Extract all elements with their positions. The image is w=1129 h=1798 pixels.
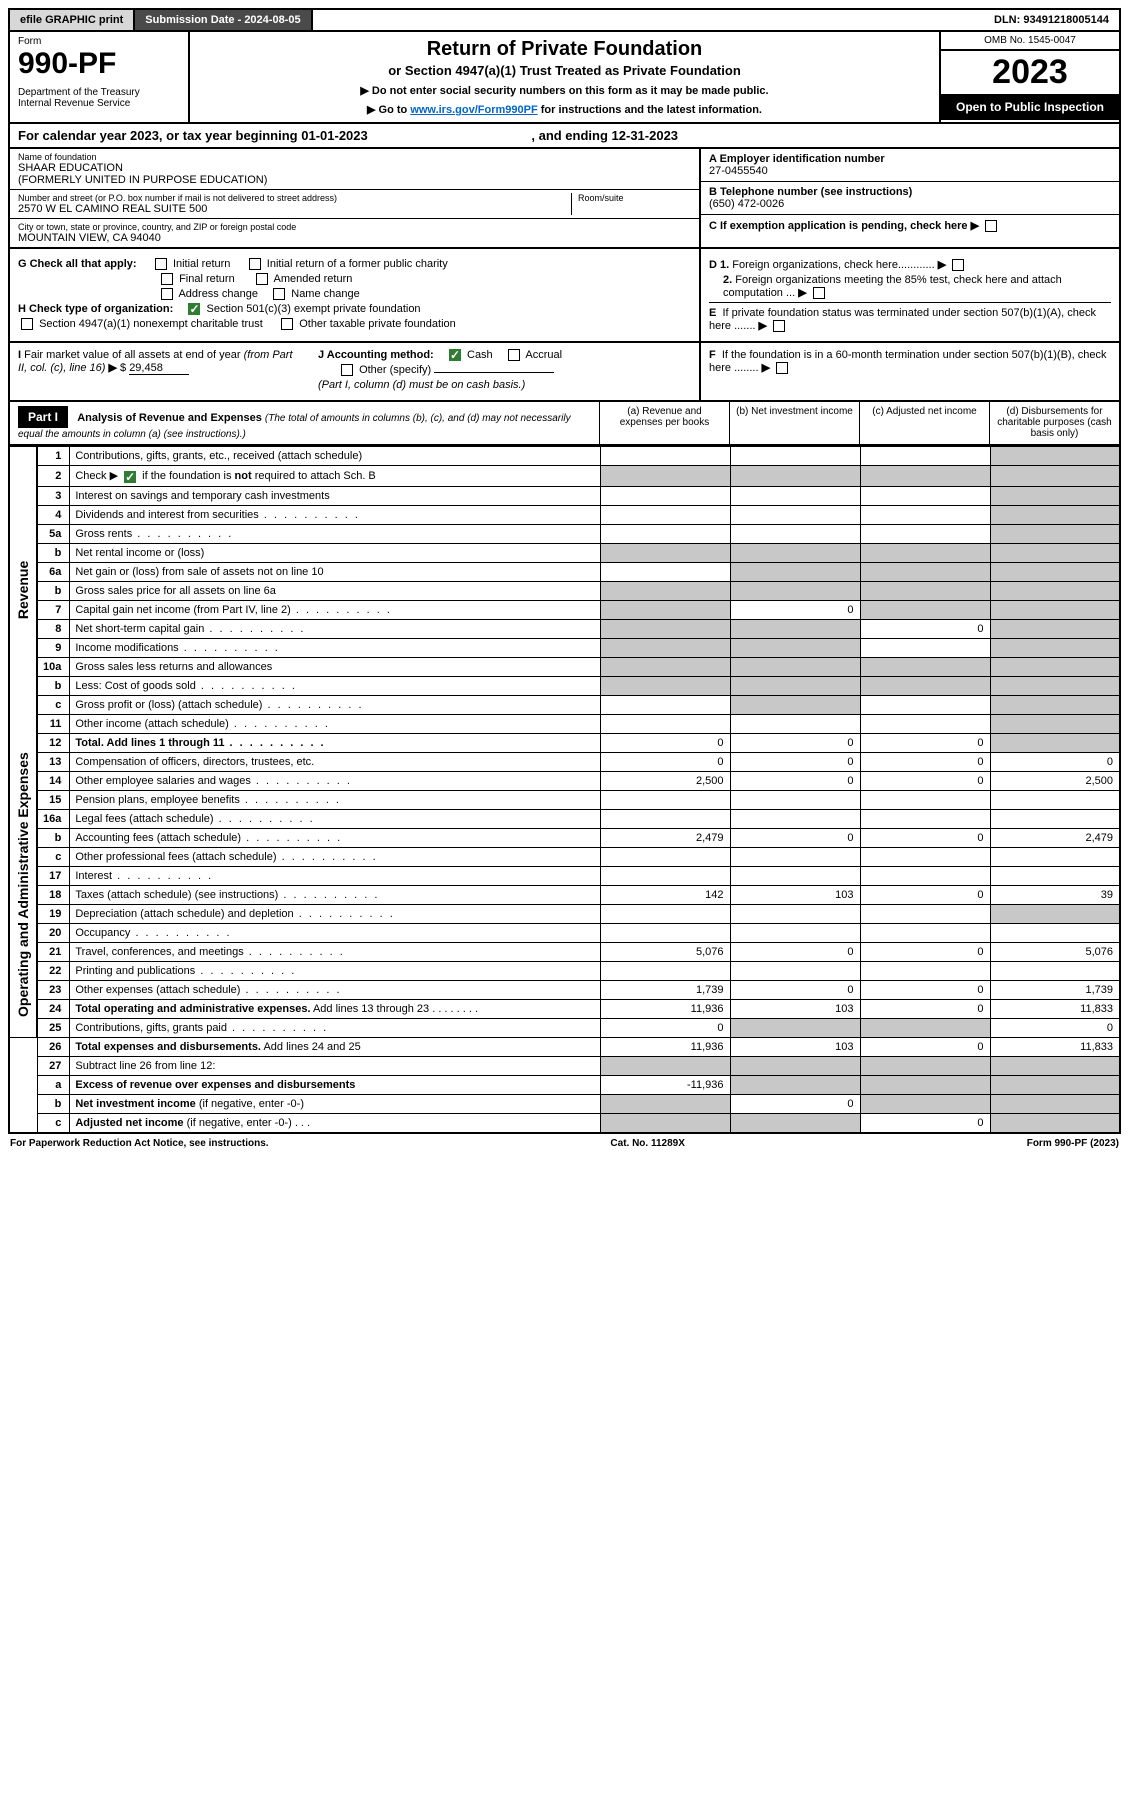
identification-block: Name of foundation SHAAR EDUCATION (FORM… [8, 149, 1121, 249]
part1-header-row: Part I Analysis of Revenue and Expenses … [8, 402, 1121, 446]
other-method-checkbox[interactable] [341, 364, 353, 376]
g-label: G Check all that apply: [18, 258, 137, 270]
addr-label: Number and street (or P.O. box number if… [18, 193, 571, 203]
part1-badge: Part I [18, 406, 68, 428]
footer-center: Cat. No. 11289X [610, 1138, 684, 1149]
j-label: J Accounting method: [318, 349, 434, 361]
501c3-checkbox[interactable] [188, 303, 200, 315]
ein-label: A Employer identification number [709, 153, 1111, 165]
dept-treasury: Department of the TreasuryInternal Reven… [18, 87, 180, 109]
tax-year: 2023 [941, 51, 1119, 94]
street-address: 2570 W EL CAMINO REAL SUITE 500 [18, 203, 571, 215]
fmv-value: 29,458 [129, 362, 189, 375]
e-checkbox[interactable] [773, 320, 785, 332]
revenue-sidelabel: Revenue [9, 447, 37, 733]
other-taxable-checkbox[interactable] [281, 318, 293, 330]
footer-left: For Paperwork Reduction Act Notice, see … [10, 1138, 269, 1149]
4947a1-checkbox[interactable] [21, 318, 33, 330]
phone-value: (650) 472-0026 [709, 198, 1111, 210]
foundation-name-former: (FORMERLY UNITED IN PURPOSE EDUCATION) [18, 174, 691, 186]
cash-checkbox[interactable] [449, 349, 461, 361]
exemption-pending-checkbox[interactable] [985, 220, 997, 232]
city-label: City or town, state or province, country… [18, 222, 691, 232]
dln: DLN: 93491218005144 [984, 10, 1119, 30]
form-number: 990-PF [18, 47, 180, 81]
title-sub: or Section 4947(a)(1) Trust Treated as P… [200, 63, 929, 78]
open-to-public: Open to Public Inspection [941, 94, 1119, 120]
initial-return-checkbox[interactable] [155, 258, 167, 270]
foundation-name: SHAAR EDUCATION [18, 162, 691, 174]
f-checkbox[interactable] [776, 362, 788, 374]
irs-link[interactable]: www.irs.gov/Form990PF [410, 104, 537, 116]
header-center: Return of Private Foundation or Section … [190, 32, 939, 122]
d2-checkbox[interactable] [813, 287, 825, 299]
schb-checkbox[interactable] [124, 471, 136, 483]
j-note: (Part I, column (d) must be on cash basi… [318, 379, 691, 391]
city-state-zip: MOUNTAIN VIEW, CA 94040 [18, 232, 691, 244]
part1-title: Analysis of Revenue and Expenses [77, 412, 262, 424]
part1-table: Revenue 1Contributions, gifts, grants, e… [8, 446, 1121, 1133]
instr-2: ▶ Go to www.irs.gov/Form990PF for instru… [200, 103, 929, 116]
header-right: OMB No. 1545-0047 2023 Open to Public In… [939, 32, 1119, 122]
col-b-header: (b) Net investment income [729, 402, 859, 444]
instr-1: ▶ Do not enter social security numbers o… [200, 84, 929, 97]
efile-label[interactable]: efile GRAPHIC print [10, 10, 135, 30]
form-header: Form 990-PF Department of the TreasuryIn… [8, 32, 1121, 124]
calendar-year-row: For calendar year 2023, or tax year begi… [8, 124, 1121, 149]
final-return-checkbox[interactable] [161, 273, 173, 285]
ein-value: 27-0455540 [709, 165, 1111, 177]
page-footer: For Paperwork Reduction Act Notice, see … [8, 1134, 1121, 1153]
title-main: Return of Private Foundation [200, 38, 929, 61]
col-c-header: (c) Adjusted net income [859, 402, 989, 444]
h-label: H Check type of organization: [18, 303, 173, 315]
accrual-checkbox[interactable] [508, 349, 520, 361]
check-block-ijf: I Fair market value of all assets at end… [8, 343, 1121, 402]
d1-checkbox[interactable] [952, 259, 964, 271]
amended-return-checkbox[interactable] [256, 273, 268, 285]
room-label: Room/suite [578, 193, 691, 203]
header-left: Form 990-PF Department of the TreasuryIn… [10, 32, 190, 122]
exemption-pending-label: C If exemption application is pending, c… [709, 220, 968, 232]
expenses-sidelabel: Operating and Administrative Expenses [9, 733, 37, 1037]
check-block-gh: G Check all that apply: Initial return I… [8, 249, 1121, 343]
form-label: Form [18, 36, 180, 47]
topbar: efile GRAPHIC print Submission Date - 20… [8, 8, 1121, 32]
name-change-checkbox[interactable] [273, 288, 285, 300]
phone-label: B Telephone number (see instructions) [709, 186, 1111, 198]
initial-former-checkbox[interactable] [249, 258, 261, 270]
footer-right: Form 990-PF (2023) [1027, 1138, 1119, 1149]
omb-number: OMB No. 1545-0047 [941, 32, 1119, 51]
name-label: Name of foundation [18, 152, 691, 162]
col-d-header: (d) Disbursements for charitable purpose… [989, 402, 1119, 444]
address-change-checkbox[interactable] [161, 288, 173, 300]
col-a-header: (a) Revenue and expenses per books [599, 402, 729, 444]
submission-date: Submission Date - 2024-08-05 [135, 10, 312, 30]
